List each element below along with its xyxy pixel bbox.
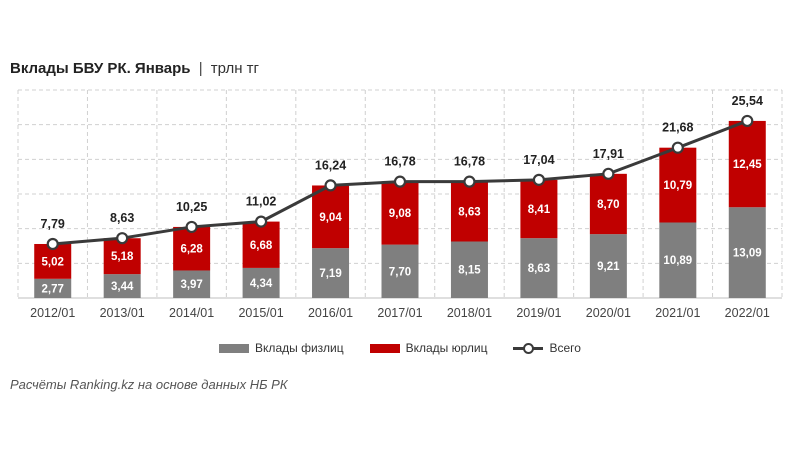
bar-physical bbox=[450, 241, 488, 298]
label-legal: 8,70 bbox=[597, 199, 619, 211]
label-physical: 3,44 bbox=[111, 281, 134, 293]
source-footnote: Расчёты Ranking.kz на основе данных НБ Р… bbox=[10, 377, 288, 392]
bar-physical bbox=[728, 207, 766, 298]
label-total: 17,04 bbox=[523, 153, 554, 167]
bar-physical bbox=[520, 238, 558, 298]
legend-label-legal: Вклады юрлиц bbox=[405, 341, 488, 355]
deposits-chart: 2,77 5,02 2012/01 3,44 5,18 2013/01 3,97 6,28 20… bbox=[17, 89, 783, 320]
label-total: 11,02 bbox=[246, 195, 277, 209]
label-legal: 6,28 bbox=[180, 244, 203, 256]
label-legal: 10,79 bbox=[663, 180, 692, 192]
chart-title-main: Вклады БВУ РК. Январь bbox=[10, 60, 191, 77]
point-total bbox=[254, 215, 268, 228]
tick-label-x: 2016/01 bbox=[308, 306, 353, 320]
tick-label-x: 2017/01 bbox=[377, 306, 422, 320]
bar-physical bbox=[659, 222, 697, 298]
label-physical: 13,09 bbox=[733, 248, 762, 260]
point-total bbox=[393, 175, 407, 188]
point-total bbox=[324, 179, 337, 192]
legend-label-physical: Вклады физлиц bbox=[255, 341, 344, 355]
label-legal: 6,68 bbox=[250, 240, 273, 252]
label-total: 16,78 bbox=[384, 155, 415, 169]
label-legal: 9,08 bbox=[389, 208, 412, 220]
point-total bbox=[463, 175, 476, 188]
label-physical: 8,63 bbox=[528, 263, 550, 275]
point-total bbox=[46, 237, 59, 251]
bar-physical bbox=[34, 278, 72, 298]
legend-item-physical: Вклады физлиц bbox=[219, 341, 344, 355]
bar-physical bbox=[242, 267, 280, 298]
bar-physical bbox=[103, 274, 141, 298]
label-legal: 5,18 bbox=[111, 251, 134, 263]
label-total: 8,63 bbox=[110, 211, 134, 225]
tick-label-x: 2018/01 bbox=[447, 306, 492, 320]
bar-physical bbox=[312, 248, 350, 298]
tick-label-x: 2015/01 bbox=[238, 306, 283, 320]
chart-legend: Вклады физлиц Вклады юрлиц Всего bbox=[0, 341, 800, 355]
label-physical: 3,97 bbox=[180, 279, 202, 291]
label-physical: 9,21 bbox=[597, 261, 620, 273]
bar-legal bbox=[659, 147, 697, 223]
label-legal: 12,45 bbox=[733, 159, 762, 171]
label-physical: 2,77 bbox=[42, 283, 64, 295]
legend-swatch-physical bbox=[219, 343, 250, 353]
tick-label-x: 2013/01 bbox=[100, 306, 145, 320]
label-physical: 10,89 bbox=[663, 255, 692, 267]
legend-label-total: Всего bbox=[549, 341, 581, 355]
label-total: 25,54 bbox=[732, 94, 763, 108]
legend-item-legal: Вклады юрлиц bbox=[369, 341, 488, 355]
bar-legal bbox=[728, 120, 766, 208]
label-legal: 9,04 bbox=[319, 212, 342, 224]
bar-legal bbox=[173, 226, 211, 271]
tick-label-x: 2012/01 bbox=[30, 306, 75, 320]
legend-swatch-total bbox=[513, 342, 544, 354]
label-physical: 7,70 bbox=[389, 266, 411, 278]
point-total bbox=[671, 141, 684, 154]
point-total bbox=[741, 114, 754, 128]
label-physical: 4,34 bbox=[250, 278, 273, 290]
bar-physical bbox=[173, 270, 211, 298]
label-legal: 8,63 bbox=[458, 207, 480, 219]
label-physical: 7,19 bbox=[319, 268, 341, 280]
bar-legal bbox=[312, 185, 350, 249]
tick-label-x: 2020/01 bbox=[586, 306, 631, 320]
tick-label-x: 2019/01 bbox=[516, 306, 561, 320]
bar-physical bbox=[381, 244, 419, 298]
point-total bbox=[602, 167, 615, 180]
label-total: 21,68 bbox=[662, 121, 693, 135]
label-total: 7,79 bbox=[41, 217, 65, 231]
label-total: 10,25 bbox=[176, 200, 207, 214]
legend-item-total: Всего bbox=[513, 341, 581, 355]
label-legal: 8,41 bbox=[528, 204, 551, 216]
bar-legal bbox=[381, 181, 419, 245]
tick-label-x: 2021/01 bbox=[655, 306, 700, 320]
bar-legal bbox=[520, 179, 558, 239]
label-legal: 5,02 bbox=[42, 256, 64, 268]
label-total: 16,78 bbox=[454, 155, 485, 169]
bar-legal bbox=[450, 181, 488, 242]
point-total bbox=[185, 220, 198, 234]
title-separator: | bbox=[198, 60, 203, 77]
tick-label-x: 2014/01 bbox=[169, 306, 214, 320]
tick-label-x: 2022/01 bbox=[725, 306, 770, 320]
point-total bbox=[532, 173, 546, 186]
bar-legal bbox=[589, 173, 627, 235]
bar-legal bbox=[242, 221, 280, 268]
point-total bbox=[116, 232, 129, 245]
bar-physical bbox=[589, 234, 627, 298]
chart-title: Вклады БВУ РК. Январь | трлн тг bbox=[10, 60, 259, 77]
label-total: 17,91 bbox=[593, 147, 624, 161]
label-physical: 8,15 bbox=[458, 265, 481, 277]
legend-swatch-legal bbox=[369, 343, 400, 353]
chart-unit: трлн тг bbox=[210, 60, 260, 77]
label-total: 16,24 bbox=[315, 158, 346, 172]
